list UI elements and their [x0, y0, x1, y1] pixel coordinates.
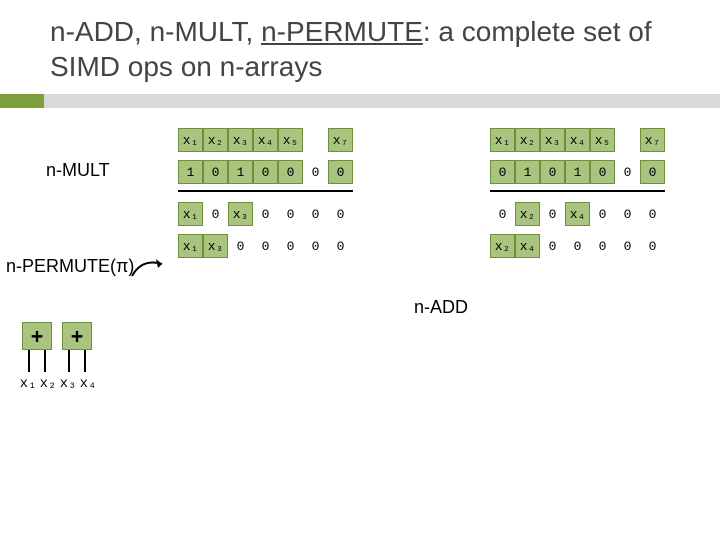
array-cell: x₁ — [178, 128, 203, 152]
array-cell: 0 — [278, 160, 303, 184]
array-cell: 0 — [590, 160, 615, 184]
title-underlined: n-PERMUTE — [261, 16, 423, 47]
array-mask-row: 1010000 — [178, 160, 353, 184]
array-cell: x₄ — [515, 234, 540, 258]
plus-tree-row: + + — [22, 322, 92, 350]
array-cell: 0 — [253, 202, 278, 226]
hr-divider — [490, 190, 665, 192]
array-cell: 0 — [328, 160, 353, 184]
content-area: n-MULT n-PERMUTE(π) n-ADD x₁x₂x₃x₄x₅x₇10… — [0, 108, 720, 136]
array-cell: 0 — [203, 160, 228, 184]
plus-box: + — [62, 322, 92, 350]
array-cell: x₄ — [565, 202, 590, 226]
array-cell: x₇ — [328, 128, 353, 152]
x-label: x₁ — [18, 376, 38, 392]
array-result-row: x₁x₃00000 — [178, 234, 353, 258]
label-nadd: n-ADD — [414, 297, 468, 318]
tree-leg — [44, 350, 46, 372]
right-column: x₁x₂x₃x₄x₅x₇01010000x₂0x₄000x₂x₄00000 — [490, 128, 665, 258]
array-cell: x₃ — [203, 234, 228, 258]
array-cell: x₇ — [640, 128, 665, 152]
plus-box: + — [22, 322, 52, 350]
array-mask-row: 0101000 — [490, 160, 665, 184]
slide-title: n-ADD, n-MULT, n-PERMUTE: a complete set… — [50, 14, 684, 84]
array-cell: x₄ — [565, 128, 590, 152]
array-header-row: x₁x₂x₃x₄x₅ x₇ — [178, 128, 353, 152]
x-label: x₃ — [58, 376, 78, 392]
label-nmult: n-MULT — [46, 160, 110, 181]
array-cell: 0 — [228, 234, 253, 258]
array-cell: 1 — [565, 160, 590, 184]
array-header-row: x₁x₂x₃x₄x₅ x₇ — [490, 128, 665, 152]
array-cell: x₅ — [590, 128, 615, 152]
plus-tree-xlabels: x₁x₂x₃x₄ — [18, 376, 98, 392]
array-cell: 0 — [278, 234, 303, 258]
array-cell: 0 — [303, 160, 328, 184]
array-cell: x₂ — [515, 202, 540, 226]
array-cell: 0 — [253, 160, 278, 184]
array-cell: 0 — [565, 234, 590, 258]
array-cell: 0 — [328, 234, 353, 258]
array-result-row: 0x₂0x₄000 — [490, 202, 665, 226]
tree-leg — [68, 350, 70, 372]
array-cell: 0 — [640, 234, 665, 258]
array-cell: 1 — [228, 160, 253, 184]
array-cell: x₃ — [228, 202, 253, 226]
title-part1: n-ADD, n-MULT, — [50, 16, 261, 47]
array-cell: 0 — [490, 160, 515, 184]
array-cell: x₂ — [203, 128, 228, 152]
array-cell: x₃ — [540, 128, 565, 152]
array-cell: 1 — [515, 160, 540, 184]
tree-leg — [84, 350, 86, 372]
hr-divider — [178, 190, 353, 192]
array-cell: 0 — [540, 160, 565, 184]
accent-bar — [0, 94, 720, 108]
array-cell: x₅ — [278, 128, 303, 152]
label-npermute: n-PERMUTE(π) — [6, 256, 134, 277]
array-cell: 0 — [490, 202, 515, 226]
x-label: x₄ — [78, 376, 98, 392]
accent-bar-left — [0, 94, 44, 108]
array-cell: x₃ — [228, 128, 253, 152]
array-cell: 0 — [540, 234, 565, 258]
tree-leg — [28, 350, 30, 372]
permute-arrow-icon — [128, 254, 172, 282]
array-result-row: x₂x₄00000 — [490, 234, 665, 258]
array-cell: x₁ — [178, 234, 203, 258]
array-cell: 0 — [640, 202, 665, 226]
slide-title-area: n-ADD, n-MULT, n-PERMUTE: a complete set… — [0, 0, 720, 94]
accent-bar-right — [44, 94, 720, 108]
left-column: x₁x₂x₃x₄x₅x₇1010000x₁0x₃0000x₁x₃00000 — [178, 128, 353, 258]
array-cell: x₄ — [253, 128, 278, 152]
array-cell: 0 — [615, 202, 640, 226]
array-result-row: x₁0x₃0000 — [178, 202, 353, 226]
array-cell: 0 — [328, 202, 353, 226]
array-cell: 0 — [615, 160, 640, 184]
array-cell: 0 — [253, 234, 278, 258]
array-cell: 1 — [178, 160, 203, 184]
array-cell — [615, 128, 640, 152]
array-cell: 0 — [540, 202, 565, 226]
array-cell: 0 — [615, 234, 640, 258]
array-cell: 0 — [590, 202, 615, 226]
array-cell: 0 — [640, 160, 665, 184]
array-cell: 0 — [278, 202, 303, 226]
array-cell: 0 — [303, 202, 328, 226]
array-cell: 0 — [203, 202, 228, 226]
array-cell: x₂ — [515, 128, 540, 152]
x-label: x₂ — [38, 376, 58, 392]
array-cell: 0 — [590, 234, 615, 258]
array-cell — [303, 128, 328, 152]
array-cell: x₁ — [490, 128, 515, 152]
array-cell: x₂ — [490, 234, 515, 258]
array-cell: x₁ — [178, 202, 203, 226]
array-cell: 0 — [303, 234, 328, 258]
